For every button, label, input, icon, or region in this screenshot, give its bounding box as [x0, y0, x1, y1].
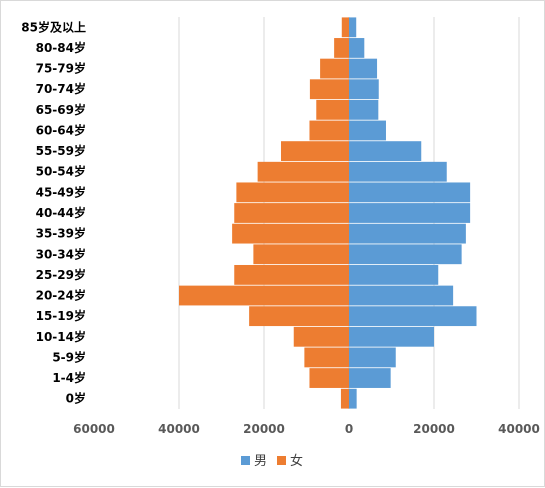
bar-female	[293, 326, 349, 347]
bar-male	[349, 17, 357, 38]
bar-male	[349, 79, 379, 100]
legend-swatch-female	[277, 456, 286, 465]
y-axis-label: 50-54岁	[36, 164, 86, 179]
y-axis-label: 45-49岁	[36, 184, 86, 199]
x-axis-tick-label: 40000	[498, 422, 540, 436]
bar-male	[349, 223, 466, 244]
y-axis-label: 85岁及以上	[21, 19, 86, 34]
bars	[179, 17, 477, 409]
x-axis-tick-label: 40000	[158, 422, 200, 436]
x-axis-tick-label: 60000	[73, 422, 115, 436]
y-axis-label: 10-14岁	[36, 329, 86, 344]
y-axis-label: 0岁	[66, 391, 86, 406]
legend-label-male: 男	[254, 454, 267, 469]
bar-male	[349, 306, 477, 327]
x-axis-tick-labels: 60000 40000 20000 0 20000 40000	[73, 422, 540, 436]
bar-male	[349, 388, 357, 409]
y-axis-label: 55-59岁	[36, 143, 86, 158]
bar-female	[334, 38, 349, 58]
bar-female	[309, 79, 349, 100]
bar-female	[236, 182, 349, 203]
y-axis-label: 75-79岁	[36, 61, 86, 76]
y-axis-label: 5-9岁	[52, 349, 86, 364]
x-axis-tick-label: 20000	[413, 422, 455, 436]
bar-female	[232, 223, 349, 244]
bar-female	[320, 58, 349, 79]
bar-male	[349, 38, 365, 58]
legend-swatch-male	[241, 456, 250, 465]
y-axis-label: 65-69岁	[36, 102, 86, 117]
bar-female	[309, 120, 349, 141]
bar-male	[349, 347, 396, 368]
bar-male	[349, 161, 447, 182]
y-axis-label: 30-34岁	[36, 246, 86, 261]
bar-male	[349, 264, 439, 285]
bar-female	[341, 17, 349, 38]
bar-female	[234, 203, 349, 223]
x-axis-tick-label: 20000	[243, 422, 285, 436]
y-axis-label: 20-24岁	[36, 288, 86, 303]
bar-female	[249, 306, 349, 327]
bar-female	[309, 368, 349, 388]
y-axis-label: 25-29岁	[36, 267, 86, 282]
y-axis-label: 70-74岁	[36, 81, 86, 96]
y-axis-label: 40-44岁	[36, 205, 86, 220]
bar-male	[349, 326, 434, 347]
bar-female	[179, 285, 349, 306]
y-axis-label: 15-19岁	[36, 308, 86, 323]
legend-label-female: 女	[290, 453, 303, 469]
bar-male	[349, 141, 422, 162]
legend: 男女	[241, 453, 303, 469]
bar-female	[257, 161, 349, 182]
bar-male	[349, 368, 391, 388]
bar-male	[349, 58, 378, 79]
bar-female	[316, 99, 349, 120]
bar-male	[349, 99, 379, 120]
bar-male	[349, 285, 454, 306]
bar-male	[349, 182, 471, 203]
bar-female	[340, 388, 349, 409]
bar-female	[304, 347, 349, 368]
y-axis-label: 1-4岁	[52, 370, 86, 385]
bar-female	[281, 141, 349, 162]
bar-male	[349, 203, 471, 223]
y-axis-labels: 0岁 1-4岁 5-9岁 10-14岁 15-19岁 20-24岁 25-29岁 30-34岁…	[21, 19, 86, 405]
bar-female	[234, 264, 349, 285]
y-axis-label: 35-39岁	[36, 226, 86, 241]
bar-female	[253, 244, 349, 265]
y-axis-label: 60-64岁	[36, 122, 86, 137]
bar-male	[349, 244, 462, 265]
x-axis-tick-label: 0	[345, 422, 353, 436]
bar-male	[349, 120, 386, 141]
y-axis-label: 80-84岁	[36, 40, 86, 55]
